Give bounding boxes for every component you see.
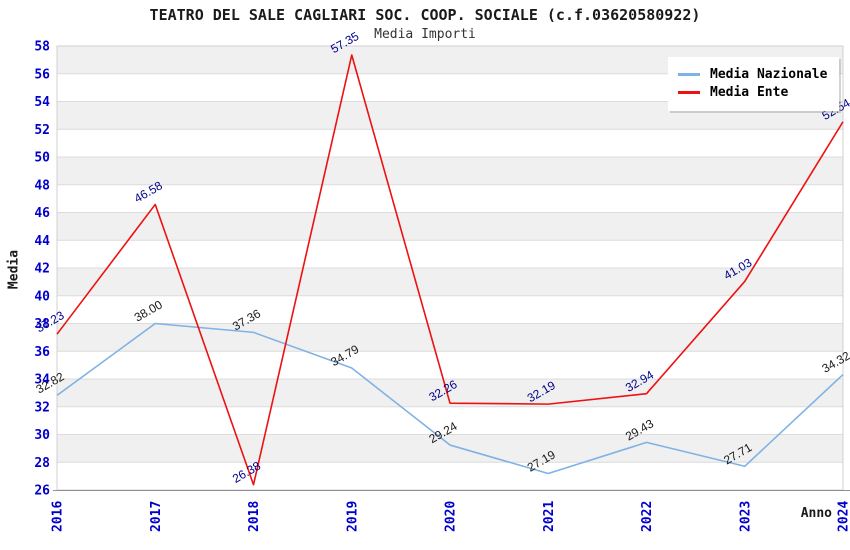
y-tick-label: 42 [34,262,50,277]
chart-subtitle: Media Importi [374,27,476,42]
x-axis-title: Anno [800,506,832,521]
y-tick-label: 58 [34,40,50,55]
y-tick-label: 54 [34,95,50,110]
legend-item-media-ente: Media Ente [678,85,827,100]
x-tick-label: 2022 [640,501,655,532]
x-tick-label: 2018 [247,501,262,532]
x-tick-label: 2023 [738,501,753,532]
plot-band [57,157,843,185]
legend-swatch-media-nazionale [678,73,700,76]
x-tick-label: 2021 [542,501,557,532]
y-axis-title: Media [6,249,22,290]
legend-label: Media Nazionale [710,67,828,82]
legend: Media Nazionale Media Ente [668,57,840,111]
plot-band [57,268,843,296]
y-tick-label: 40 [34,289,50,304]
y-tick-label: 56 [34,67,50,82]
y-tick-label: 34 [34,373,50,388]
data-label: 34.32 [819,348,850,375]
legend-label: Media Ente [710,85,789,100]
y-tick-label: 52 [34,123,50,138]
series-line-1 [56,54,844,486]
series-line-0 [56,322,844,475]
y-tick-label: 38 [34,317,50,332]
data-label: 38.00 [132,297,165,324]
legend-item-media-nazionale: Media Nazionale [678,67,827,82]
y-tick-label: 30 [34,428,50,443]
plot-band [57,212,843,241]
y-tick-label: 44 [34,234,50,249]
y-tick-label: 50 [34,151,50,166]
chart-title: TEATRO DEL SALE CAGLIARI SOC. COOP. SOCI… [149,6,701,24]
y-tick-label: 48 [34,178,50,193]
x-tick-label: 2016 [51,501,66,532]
x-tick-label: 2020 [444,501,459,532]
y-tick-label: 36 [34,345,50,360]
plot-band [57,323,843,352]
y-tick-label: 32 [34,400,50,415]
y-tick-label: 28 [34,456,50,471]
x-tick-label: 2017 [149,501,164,532]
x-tick-label: 2024 [837,501,850,532]
legend-swatch-media-ente [678,91,700,94]
y-tick-label: 26 [34,484,50,499]
x-tick-label: 2019 [345,501,360,532]
y-tick-label: 46 [34,206,50,221]
